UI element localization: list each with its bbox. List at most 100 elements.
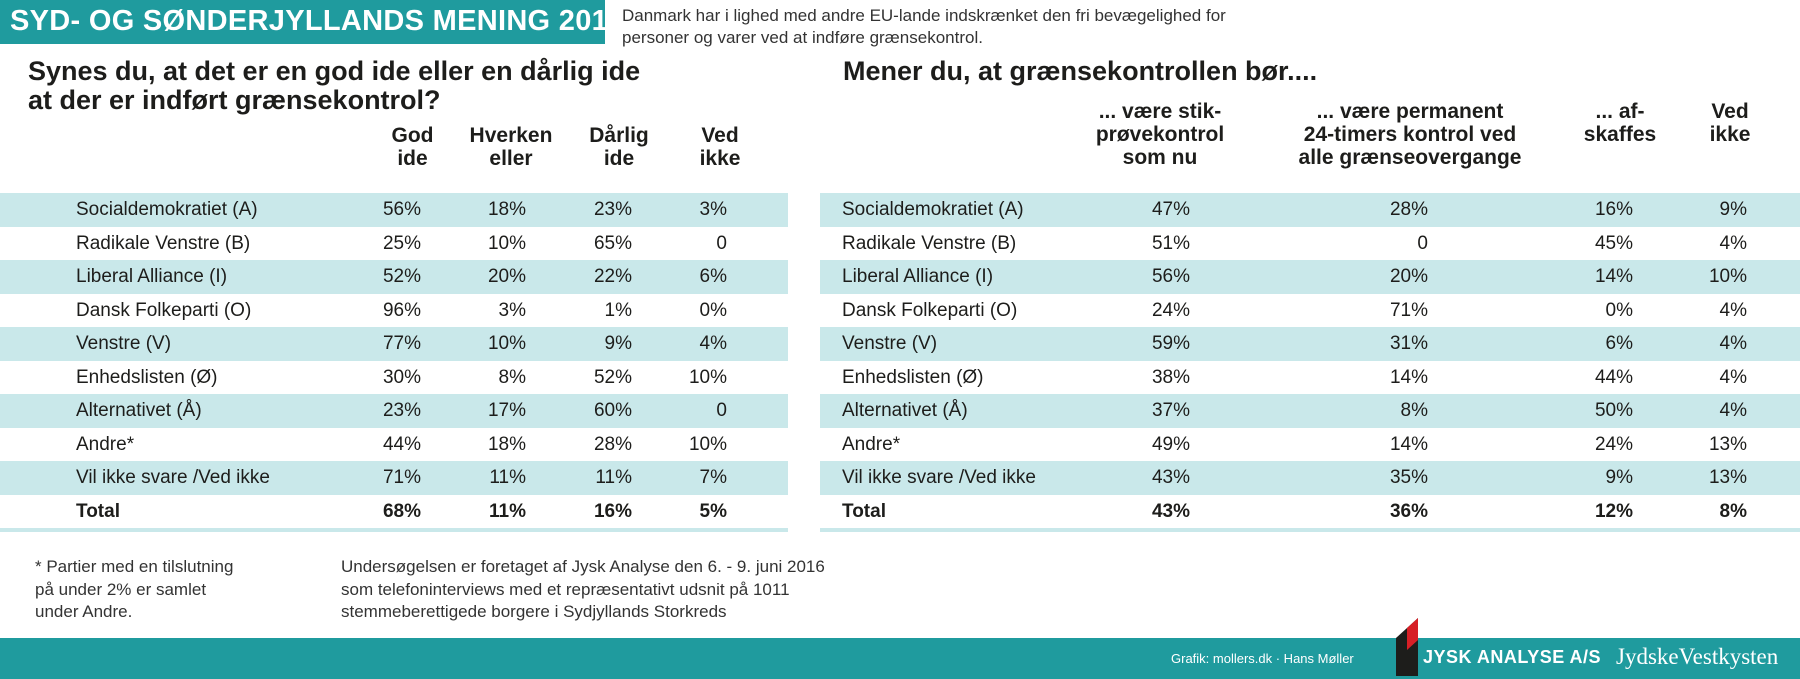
party-label: Total [842,500,886,522]
party-label: Enhedslisten (Ø) [76,366,218,388]
value-cell: 36% [1389,500,1428,522]
table-row: Socialdemokratiet (A) 56% 18% 23% 3% [0,193,788,227]
value-cell: 68% [382,500,421,522]
table-row: Socialdemokratiet (A) 47% 28% 16% 9% [820,193,1800,227]
party-label: Dansk Folkeparti (O) [76,299,252,321]
right-col-permanent-l1: ... være permanent [1316,100,1504,123]
value-cell: 4% [1719,366,1747,388]
method-line: stemmeberettigede borgere i Sydjyllands … [341,602,727,621]
table-row: Enhedslisten (Ø) 30% 8% 52% 10% [0,361,788,395]
left-col-bad: Dårlig ide [572,124,666,170]
value-cell: 11% [489,467,526,488]
value-cell: 96% [382,299,421,321]
value-cell: 4% [1719,400,1747,421]
value-cell: 3% [699,199,727,220]
party-label: Socialdemokratiet (A) [76,199,258,220]
table-row: Andre* 49% 14% 24% 13% [820,428,1800,462]
value-cell: 0% [699,299,727,321]
value-cell: 31% [1389,333,1428,354]
footer-band: Grafik: mollers.dk · Hans Møller JYSK AN… [0,618,1800,679]
value-cell: 24% [1151,299,1190,321]
party-label: Total [76,500,120,522]
right-col-spotcheck: ... være stik- prøvekontrol som nu [1080,100,1240,169]
value-cell: 0% [1605,299,1633,321]
right-col-abolish-l1: ... af- [1595,100,1645,123]
value-cell: 22% [593,266,632,287]
value-cell: 65% [593,232,632,254]
left-col-good-l1: God [391,124,434,147]
value-cell: 4% [699,333,727,354]
value-cell: 8% [498,366,526,388]
value-cell: 77% [382,333,421,354]
right-col-permanent: ... være permanent 24-timers kontrol ved… [1280,100,1540,169]
right-table: Socialdemokratiet (A) 47% 28% 16% 9% Radikale… [820,193,1800,533]
left-col-neither-l1: Hverken [469,124,553,147]
value-cell: 43% [1151,467,1190,488]
value-cell: 11% [595,467,632,488]
table-row: Vil ikke svare /Ved ikke 71% 11% 11% 7% [0,461,788,495]
value-cell: 24% [1594,433,1633,455]
right-col-abolish: ... af- skaffes [1575,100,1665,146]
table-row: Enhedslisten (Ø) 38% 14% 44% 4% [820,361,1800,395]
value-cell: 52% [382,266,421,287]
total-row: Total 43% 36% 12% 8% [820,495,1800,532]
table-row: Liberal Alliance (I) 52% 20% 22% 6% [0,260,788,294]
value-cell: 44% [1594,366,1633,388]
value-cell: 13% [1708,433,1747,455]
value-cell: 11% [489,500,526,522]
right-col-permanent-l2: 24-timers kontrol ved [1303,123,1517,146]
value-cell: 20% [487,266,526,287]
party-label: Radikale Venstre (B) [842,232,1017,254]
party-label: Andre* [76,433,135,455]
right-col-spotcheck-l1: ... være stik- [1098,100,1222,123]
left-col-bad-l1: Dårlig [589,124,649,147]
value-cell: 47% [1151,199,1190,220]
value-cell: 71% [1389,299,1428,321]
right-col-dontknow-l2: ikke [1709,123,1751,146]
table-row: Alternativet (Å) 37% 8% 50% 4% [820,394,1800,428]
method-line: Undersøgelsen er foretaget af Jysk Analy… [341,557,825,576]
value-cell: 9% [1719,199,1747,220]
value-cell: 37% [1151,400,1190,421]
value-cell: 12% [1594,500,1633,522]
table-row: Vil ikke svare /Ved ikke 43% 35% 9% 13% [820,461,1800,495]
value-cell: 10% [688,433,727,455]
value-cell: 14% [1389,366,1428,388]
value-cell: 56% [1151,266,1190,287]
table-row: Dansk Folkeparti (O) 96% 3% 1% 0% [0,294,788,328]
party-label: Venstre (V) [842,333,938,354]
value-cell: 50% [1594,400,1633,421]
party-label: Enhedslisten (Ø) [842,366,984,388]
jysk-analyse-logo-mark [1396,618,1418,676]
table-row: Dansk Folkeparti (O) 24% 71% 0% 4% [820,294,1800,328]
value-cell: 20% [1389,266,1428,287]
value-cell: 43% [1151,500,1190,522]
title-band: SYD- OG SØNDERJYLLANDS MENING 2016 [0,0,624,44]
value-cell: 16% [1594,199,1633,220]
party-label: Liberal Alliance (I) [76,266,228,287]
value-cell: 9% [1605,467,1633,488]
value-cell: 5% [699,500,727,522]
value-cell: 8% [1400,400,1428,421]
party-label: Andre* [842,433,901,455]
left-col-dontknow: Ved ikke [680,124,760,170]
right-col-dontknow-l1: Ved [1711,100,1749,123]
party-label: Venstre (V) [76,333,172,354]
value-cell: 13% [1708,467,1747,488]
value-cell: 4% [1719,333,1747,354]
table-row: Radikale Venstre (B) 25% 10% 65% 0 [0,227,788,261]
value-cell: 23% [382,400,421,421]
value-cell: 1% [604,299,632,321]
right-col-spotcheck-l3: som nu [1122,146,1198,169]
party-label: Alternativet (Å) [76,400,202,421]
method-line: som telefoninterviews med et repræsentat… [341,579,790,599]
value-cell: 8% [1719,500,1747,522]
value-cell: 51% [1151,232,1190,254]
party-label: Vil ikke svare /Ved ikke [842,467,1036,488]
value-cell: 28% [593,433,632,455]
value-cell: 56% [382,199,421,220]
value-cell: 30% [382,366,421,388]
value-cell: 6% [1605,333,1633,354]
value-cell: 59% [1151,333,1190,354]
left-col-good: God ide [370,124,455,170]
